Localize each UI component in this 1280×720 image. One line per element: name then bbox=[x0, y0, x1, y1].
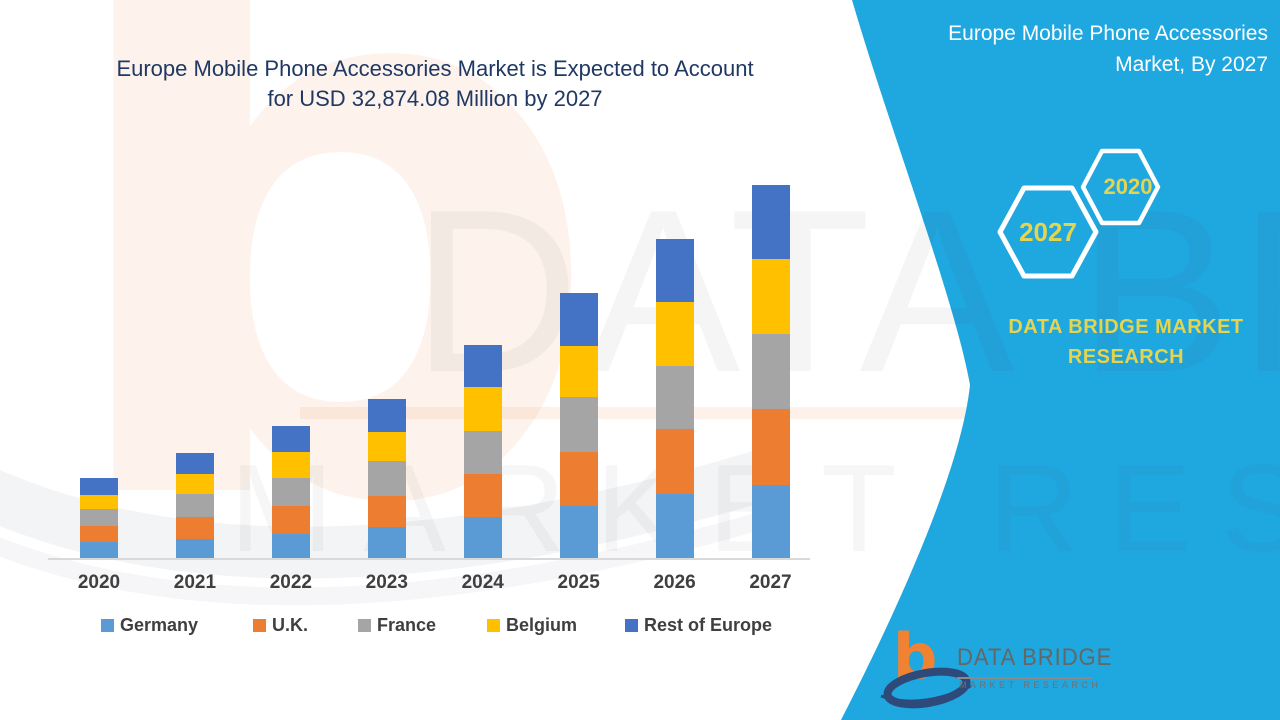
side-panel-title: Europe Mobile Phone Accessories Market, … bbox=[848, 18, 1268, 80]
legend-item-u-k-: U.K. bbox=[253, 615, 308, 636]
legend-swatch-icon bbox=[101, 619, 114, 632]
chart-title: Europe Mobile Phone Accessories Market i… bbox=[60, 54, 810, 114]
bar-segment-germany bbox=[463, 517, 502, 559]
hexagon-graphic bbox=[997, 148, 1161, 279]
x-axis-label-2026: 2026 bbox=[653, 572, 696, 593]
legend-label: France bbox=[377, 615, 437, 635]
legend-label: Belgium bbox=[506, 615, 578, 635]
bar-segment-rest-of-europe bbox=[559, 292, 598, 346]
bar-segment-rest-of-europe bbox=[271, 425, 310, 452]
x-axis-label-2023: 2023 bbox=[365, 572, 408, 593]
legend-swatch-icon bbox=[487, 619, 500, 632]
chart-title-line2: for USD 32,874.08 Million by 2027 bbox=[267, 86, 603, 111]
legend-item-france: France bbox=[358, 615, 436, 636]
chart-title-line1: Europe Mobile Phone Accessories Market i… bbox=[116, 56, 754, 81]
side-panel-shape bbox=[841, 0, 1280, 720]
bar-segment-germany bbox=[655, 493, 694, 559]
bar-segment-germany bbox=[751, 484, 790, 559]
brand-text-line2: RESEARCH bbox=[1067, 346, 1185, 368]
logo-swoosh-icon bbox=[880, 667, 972, 709]
x-axis-line bbox=[48, 558, 810, 560]
bar-segment-belgium bbox=[559, 345, 598, 398]
hexagon-small bbox=[1080, 148, 1161, 226]
bar-segment-france bbox=[655, 366, 694, 430]
bar-segment-rest-of-europe bbox=[751, 185, 790, 259]
bar-segment-u-k- bbox=[751, 408, 790, 485]
bar-segment-rest-of-europe bbox=[463, 344, 502, 387]
bar-segment-u-k- bbox=[367, 496, 406, 527]
bar-segment-rest-of-europe bbox=[655, 239, 694, 302]
bar-segment-belgium bbox=[463, 386, 502, 432]
legend-label: U.K. bbox=[272, 615, 308, 635]
bar-2022 bbox=[271, 425, 310, 559]
legend-label: Germany bbox=[120, 615, 199, 635]
bar-segment-u-k- bbox=[463, 474, 502, 518]
legend-swatch-icon bbox=[625, 619, 638, 632]
bar-2026 bbox=[655, 239, 694, 559]
legend-swatch-icon bbox=[253, 619, 266, 632]
x-axis-label-2024: 2024 bbox=[461, 572, 504, 593]
bar-2021 bbox=[175, 453, 214, 559]
bar-segment-france bbox=[367, 461, 406, 497]
chart-legend: Germany U.K. France Belgium Rest of Europe bbox=[50, 615, 830, 639]
logo-subtitle-text: MARKET RESEARCH bbox=[959, 680, 1102, 690]
bar-segment-rest-of-europe bbox=[80, 477, 118, 495]
x-axis-labels: 2020 2021 2022 2023 2024 2025 2026 2027 bbox=[50, 572, 810, 596]
bar-segment-u-k- bbox=[80, 525, 118, 542]
bar-2020 bbox=[80, 477, 118, 559]
x-axis-label-2025: 2025 bbox=[557, 572, 600, 593]
bar-segment-belgium bbox=[271, 451, 310, 478]
legend-item-rest-of-europe: Rest of Europe bbox=[625, 615, 772, 636]
bar-segment-france bbox=[271, 477, 310, 507]
legend-swatch-icon bbox=[358, 619, 371, 632]
bar-segment-france bbox=[751, 334, 790, 409]
bar-2024 bbox=[463, 344, 502, 559]
bar-segment-u-k- bbox=[175, 517, 214, 539]
hexagon-small-label: 2020 bbox=[1103, 174, 1153, 199]
bar-2027 bbox=[751, 185, 790, 559]
bar-segment-u-k- bbox=[655, 429, 694, 494]
legend-label: Rest of Europe bbox=[644, 615, 773, 635]
bar-segment-germany bbox=[367, 526, 406, 559]
x-axis-label-2021: 2021 bbox=[173, 572, 217, 593]
bar-segment-u-k- bbox=[271, 506, 310, 534]
stacked-bar-chart bbox=[50, 184, 810, 559]
bar-segment-belgium bbox=[751, 258, 790, 335]
data-bridge-logo: b DATA BRIDGE MARKET RESEARCH bbox=[880, 626, 1125, 709]
side-panel-title-line1: Europe Mobile Phone Accessories bbox=[948, 22, 1268, 45]
logo-name-text: DATA BRIDGE bbox=[957, 644, 1111, 679]
bar-segment-belgium bbox=[655, 301, 694, 367]
brand-text: DATA BRIDGE MARKET RESEARCH bbox=[985, 312, 1267, 372]
hexagon-large-label: 2027 bbox=[1019, 217, 1077, 247]
x-axis-label-2027: 2027 bbox=[749, 572, 792, 593]
side-panel-title-line2: Market, By 2027 bbox=[1115, 53, 1268, 76]
bar-segment-germany bbox=[175, 539, 214, 559]
bar-segment-germany bbox=[80, 541, 118, 559]
brand-text-line1: DATA BRIDGE MARKET bbox=[1008, 316, 1244, 338]
hexagon-large bbox=[997, 185, 1099, 279]
bar-segment-rest-of-europe bbox=[175, 453, 214, 474]
bar-2023 bbox=[367, 398, 406, 559]
bar-segment-u-k- bbox=[559, 451, 598, 507]
legend-item-belgium: Belgium bbox=[487, 615, 577, 636]
x-axis-label-2022: 2022 bbox=[269, 572, 312, 593]
legend-item-germany: Germany bbox=[101, 615, 198, 636]
bar-2025 bbox=[559, 292, 598, 559]
bar-segment-france bbox=[559, 397, 598, 452]
x-axis-label-2020: 2020 bbox=[77, 572, 121, 593]
bar-segment-belgium bbox=[367, 431, 406, 462]
bar-segment-france bbox=[80, 508, 118, 526]
bar-segment-belgium bbox=[175, 473, 214, 495]
bar-segment-france bbox=[463, 431, 502, 475]
bar-segment-france bbox=[175, 494, 214, 518]
bar-segment-germany bbox=[559, 506, 598, 559]
bar-segment-rest-of-europe bbox=[367, 398, 406, 432]
bar-segment-belgium bbox=[80, 494, 118, 509]
bar-segment-germany bbox=[271, 533, 310, 559]
